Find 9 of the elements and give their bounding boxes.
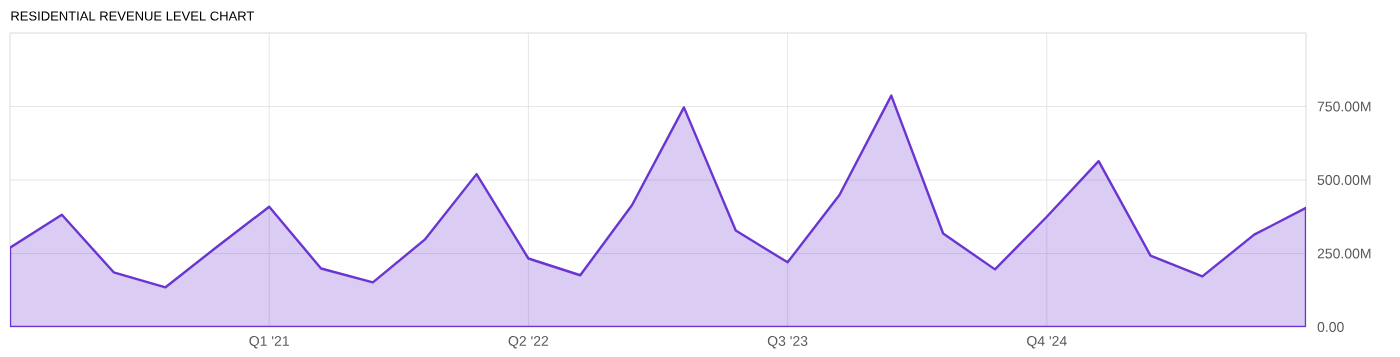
y-tick-label: 0.00: [1317, 322, 1344, 332]
y-tick-label: 500.00M: [1317, 175, 1371, 185]
x-tick-label: Q1 '21: [249, 336, 289, 349]
chart-title: RESIDENTIAL REVENUE LEVEL CHART: [11, 11, 255, 21]
x-tick-label: Q2 '22: [508, 336, 549, 349]
y-tick-label: 750.00M: [1317, 101, 1371, 112]
x-tick-label: Q3 '23: [767, 336, 808, 349]
y-tick-label: 250.00M: [1317, 248, 1371, 259]
x-tick-label: Q4 '24: [1027, 336, 1067, 349]
